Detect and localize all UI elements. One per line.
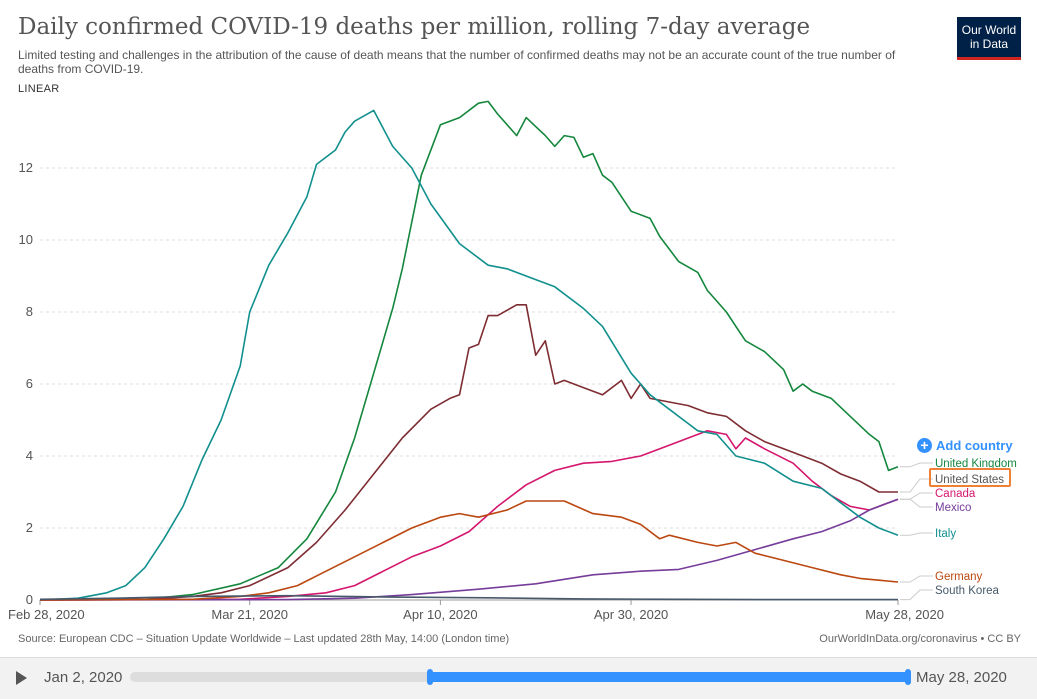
logo-line-1: Our World [961,23,1017,37]
logo-line-2: in Data [969,37,1009,51]
x-tick-label: May 28, 2020 [865,607,944,622]
legend-leader-line [900,589,933,601]
legend-label[interactable]: Italy [935,528,956,540]
series-line [39,109,899,601]
legend-label[interactable]: United States [935,474,1004,486]
x-tick-label: Apr 30, 2020 [594,607,668,622]
timeline-selected-range[interactable] [427,669,911,685]
x-tick-label: Feb 28, 2020 [8,607,85,622]
chart-subtitle: Limited testing and challenges in the at… [18,48,896,76]
legend-label[interactable]: South Korea [935,585,1000,597]
source-note: Source: European CDC – Situation Update … [18,633,510,645]
x-tick-label: Apr 10, 2020 [403,607,477,622]
legend-label[interactable]: Canada [935,488,976,500]
series-line [39,594,898,601]
add-country-label: Add country [936,438,1013,453]
timeline-bar: Jan 2, 2020 May 28, 2020 [0,657,1037,699]
legend-label[interactable]: United Kingdom [935,458,1017,470]
legend-leader-line [900,492,933,500]
add-country-button[interactable]: + Add country [917,438,1013,453]
series-line [39,498,899,601]
series-line [39,100,899,601]
y-tick-label: 8 [26,304,33,319]
legend-leader-line [900,532,933,536]
y-tick-label: 10 [19,232,33,247]
series-line [39,500,899,601]
plus-circle-icon: + [917,438,932,453]
y-tick-label: 4 [26,448,33,463]
y-tick-label: 2 [26,520,33,535]
series-line [39,303,898,601]
play-icon[interactable] [16,671,27,685]
legend-leader-line [900,498,933,508]
legend-leader-line [900,462,933,468]
chart-title: Daily confirmed COVID-19 deaths per mill… [18,14,811,40]
timeline-start-date: Jan 2, 2020 [44,669,123,686]
scale-toggle-button[interactable]: LINEAR [18,83,60,95]
legend-label[interactable]: Germany [935,571,983,583]
legend-leader-line [900,478,933,493]
credit-link[interactable]: OurWorldInData.org/coronavirus • CC BY [819,633,1021,645]
legend-leader-line [900,575,933,583]
y-tick-label: 6 [26,376,33,391]
timeline-track[interactable] [130,669,911,685]
timeline-end-handle[interactable] [905,669,911,685]
owid-logo[interactable]: Our World in Data [957,17,1021,60]
line-chart: 0 2 4 6 8 10 12 Feb 28, 2020 Mar 21, 2020 Apr 10,… [8,100,1017,622]
series-line [39,429,899,601]
timeline-start-handle[interactable] [427,669,433,685]
y-tick-label: 0 [26,592,33,607]
timeline-end-date: May 28, 2020 [916,669,1007,686]
x-tick-label: Mar 21, 2020 [211,607,288,622]
legend-label[interactable]: Mexico [935,502,971,514]
highlight-box [929,468,1011,487]
y-tick-label: 12 [19,160,33,175]
